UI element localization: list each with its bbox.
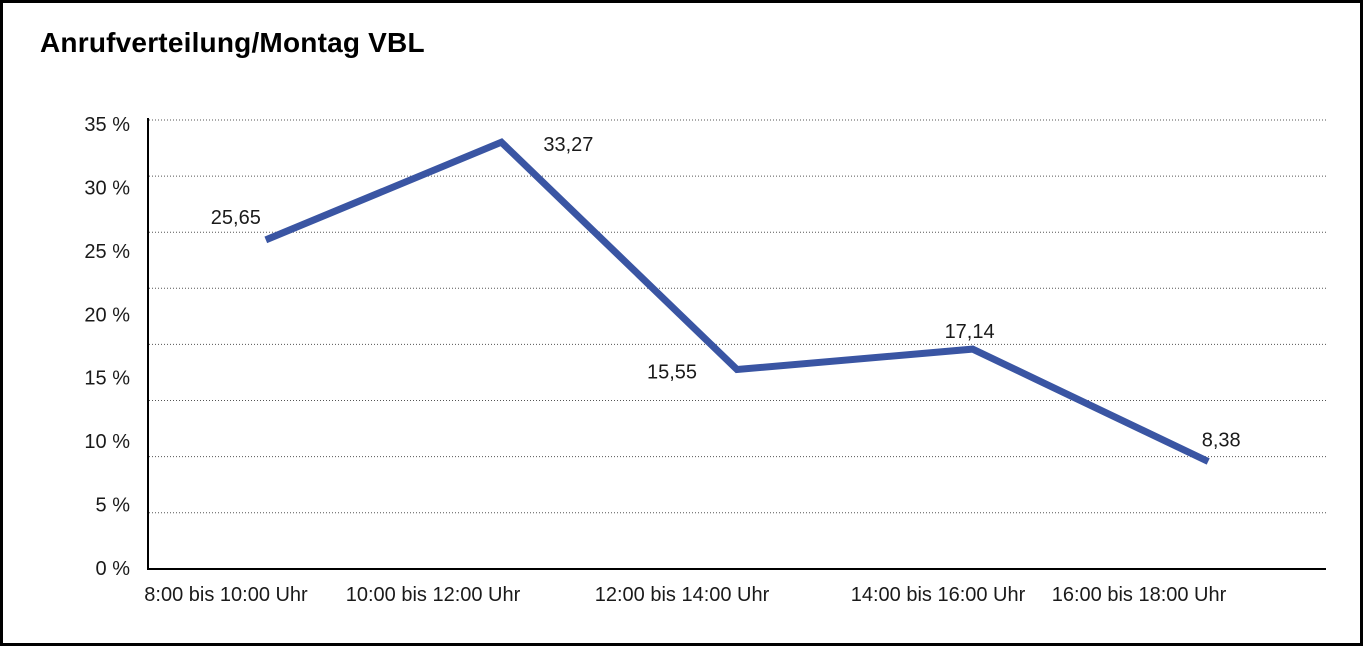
y-tick-label: 20 % <box>84 304 130 326</box>
chart-canvas: 35 % 30 % 25 % 20 % 15 % 10 % 5 % 0 % 8:00 bis 1… <box>84 114 1326 606</box>
y-tick-label: 25 % <box>84 241 130 263</box>
x-tick-label: 16:00 bis 18:00 Uhr <box>1052 584 1227 606</box>
y-tick-label: 0 % <box>96 558 131 580</box>
y-tick-label: 15 % <box>84 368 130 390</box>
y-tick-label: 10 % <box>84 431 130 453</box>
chart-title: Anrufverteilung/Montag VBL <box>40 27 425 58</box>
data-label: 25,65 <box>211 207 261 229</box>
x-tick-label: 12:00 bis 14:00 Uhr <box>595 584 770 606</box>
data-label: 15,55 <box>647 362 697 384</box>
x-tick-label: 8:00 bis 10:00 Uhr <box>144 584 308 606</box>
series-line <box>264 138 1210 465</box>
data-label: 33,27 <box>543 134 593 156</box>
x-tick-label: 10:00 bis 12:00 Uhr <box>346 584 521 606</box>
data-label: 17,14 <box>945 321 995 343</box>
x-tick-label: 14:00 bis 16:00 Uhr <box>851 584 1026 606</box>
data-label: 8,38 <box>1202 429 1241 451</box>
y-tick-label: 30 % <box>84 177 130 199</box>
y-tick-label: 35 % <box>84 114 130 136</box>
y-tick-label: 5 % <box>96 495 131 517</box>
